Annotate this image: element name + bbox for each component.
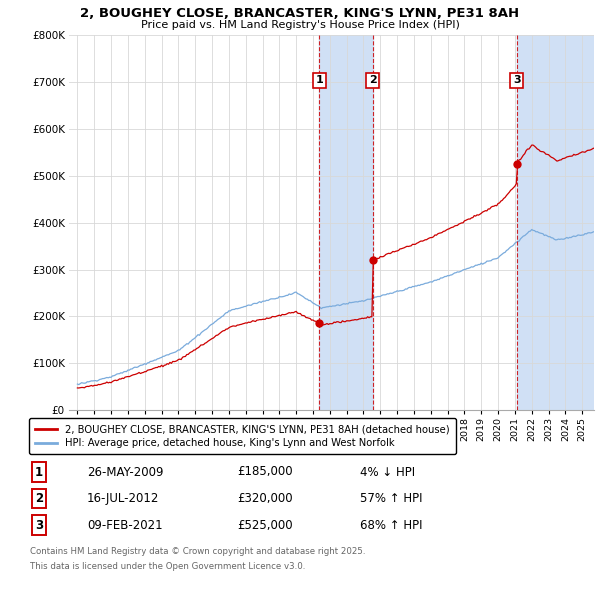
Text: 26-MAY-2009: 26-MAY-2009 xyxy=(87,466,163,478)
Text: £525,000: £525,000 xyxy=(237,519,293,532)
Text: 2: 2 xyxy=(368,76,376,86)
Text: 3: 3 xyxy=(35,519,43,532)
Text: £320,000: £320,000 xyxy=(237,492,293,505)
Text: This data is licensed under the Open Government Licence v3.0.: This data is licensed under the Open Gov… xyxy=(30,562,305,571)
Bar xyxy=(517,35,594,410)
Text: 2: 2 xyxy=(35,492,43,505)
Text: £185,000: £185,000 xyxy=(237,466,293,478)
Text: 68% ↑ HPI: 68% ↑ HPI xyxy=(360,519,422,532)
Text: 16-JUL-2012: 16-JUL-2012 xyxy=(87,492,160,505)
Text: Contains HM Land Registry data © Crown copyright and database right 2025.: Contains HM Land Registry data © Crown c… xyxy=(30,547,365,556)
Text: 4% ↓ HPI: 4% ↓ HPI xyxy=(360,466,415,478)
Text: 57% ↑ HPI: 57% ↑ HPI xyxy=(360,492,422,505)
Bar xyxy=(319,35,373,410)
Legend: 2, BOUGHEY CLOSE, BRANCASTER, KING'S LYNN, PE31 8AH (detached house), HPI: Avera: 2, BOUGHEY CLOSE, BRANCASTER, KING'S LYN… xyxy=(29,418,455,454)
Text: 2, BOUGHEY CLOSE, BRANCASTER, KING'S LYNN, PE31 8AH: 2, BOUGHEY CLOSE, BRANCASTER, KING'S LYN… xyxy=(80,7,520,20)
Text: 3: 3 xyxy=(513,76,521,86)
Text: 1: 1 xyxy=(35,466,43,478)
Text: 09-FEB-2021: 09-FEB-2021 xyxy=(87,519,163,532)
Text: 1: 1 xyxy=(316,76,323,86)
Text: Price paid vs. HM Land Registry's House Price Index (HPI): Price paid vs. HM Land Registry's House … xyxy=(140,20,460,30)
